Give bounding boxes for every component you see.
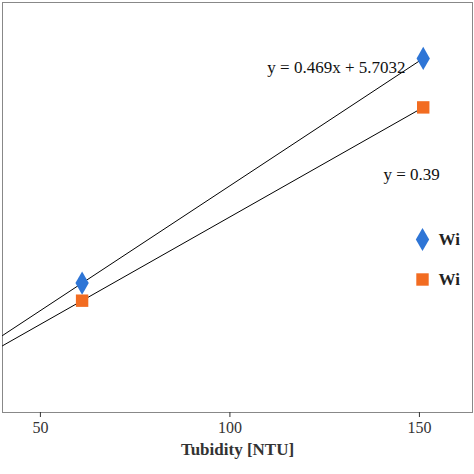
svg-text:y = 0.469x + 5.7032: y = 0.469x + 5.7032 [267,58,405,77]
svg-text:Wi: Wi [439,270,461,289]
svg-text:y = 0.39: y = 0.39 [384,165,440,184]
svg-text:100: 100 [218,419,242,436]
svg-text:50: 50 [32,419,48,436]
svg-text:Wi: Wi [439,230,461,249]
svg-text:Tubidity [NTU]: Tubidity [NTU] [181,440,294,459]
svg-text:150: 150 [407,419,431,436]
